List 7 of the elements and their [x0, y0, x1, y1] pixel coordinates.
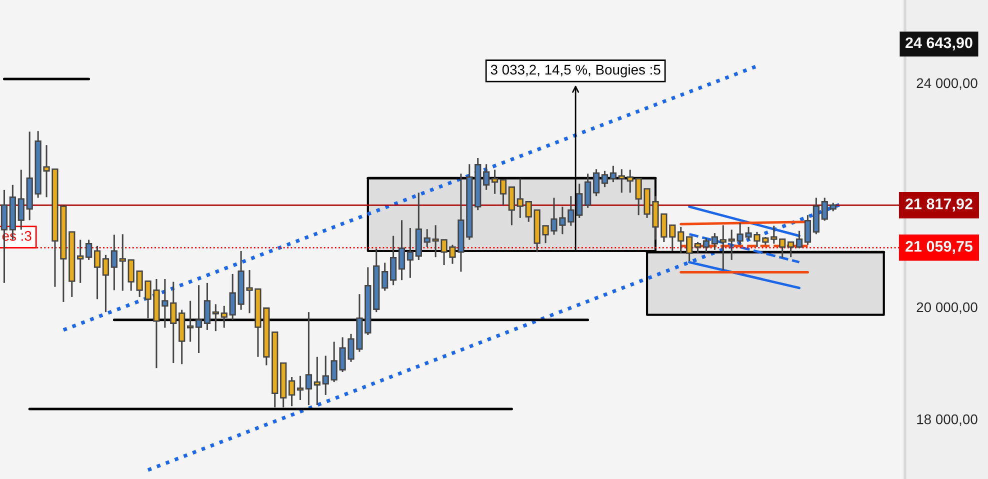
y-tick-label: 24 000,00	[916, 78, 978, 90]
annotation: 3 033,2, 14,5 %, Bougies :5	[490, 64, 660, 78]
text: 24 643,90	[906, 37, 972, 50]
ref-line-label: 21 059,75	[906, 240, 973, 254]
y-tick-label: 18 000,00	[917, 414, 978, 426]
y-tick-label: 20 000,00	[916, 302, 978, 314]
ref-line-label: 21 817,92	[906, 198, 972, 212]
